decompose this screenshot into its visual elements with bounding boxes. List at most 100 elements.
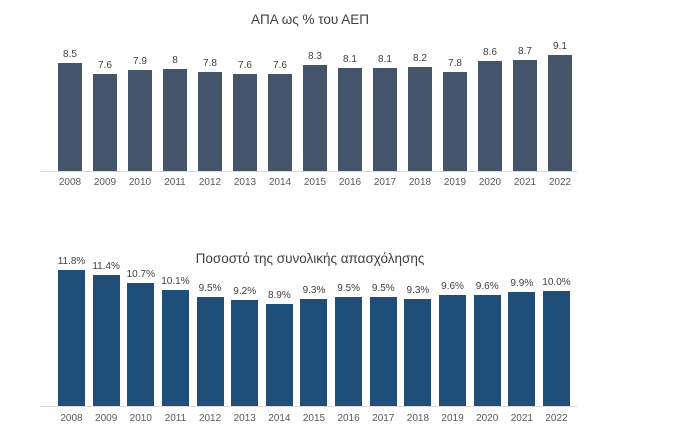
bars-row: 8.5 7.6 7.9 8 7.8 7.6 7.6 8.3 8.1 8.1 8.2 7.8 8.6 8.7…: [58, 41, 572, 171]
bar-value-label: 9.6%: [475, 281, 499, 293]
bar-value-label: 8.7: [518, 46, 532, 58]
x-tick-label: 2018: [406, 413, 430, 424]
x-axis-ticks: 2008 2009 2010 2011 2012 2013 2014 2015 2016 2017…: [58, 413, 570, 424]
bar: [198, 71, 222, 171]
bar-column: 9.9%: [508, 269, 536, 406]
bar-value-label: 9.5%: [337, 282, 361, 294]
x-tick-label: 2013: [233, 413, 256, 424]
bar-column: 11.4%: [92, 261, 120, 406]
bar-column: 8.5: [58, 48, 82, 171]
bar-value-label: 8.9%: [267, 289, 291, 301]
x-axis-line: [40, 406, 577, 407]
bar: [265, 303, 293, 406]
bar-column: 7.6: [268, 50, 292, 171]
bar: [408, 66, 432, 171]
x-tick-label: 2008: [58, 177, 82, 188]
bar-value-label: 7.6: [273, 60, 287, 72]
bar-column: 7.9: [128, 50, 152, 171]
x-tick-label: 2017: [373, 177, 397, 188]
bar-value-label: 8.1: [343, 53, 357, 65]
bar-column: 8.6: [478, 47, 502, 171]
bar-column: 9.5%: [196, 269, 224, 406]
bars-row: 11.8% 11.4% 10.7% 10.1% 9.5% 9.2% 8.9% 9.3% 9.5%…: [58, 256, 571, 406]
bar-value-label: 8: [172, 55, 178, 67]
bar-value-label: 7.6: [238, 60, 252, 72]
bar-value-label: 9.1: [553, 41, 567, 53]
bar: [303, 65, 327, 171]
bar: [478, 61, 502, 171]
x-tick-label: 2017: [372, 413, 395, 424]
bar: [196, 296, 224, 406]
bar-value-label: 11.4%: [92, 260, 120, 272]
bar-column: 10.0%: [542, 269, 571, 406]
bar-value-label: 8.5: [63, 48, 77, 60]
bar-value-label: 7.6: [98, 60, 112, 72]
bar-column: 10.7%: [126, 268, 155, 406]
bar-value-label: 9.9%: [510, 278, 534, 290]
bar: [508, 292, 536, 406]
bar: [128, 70, 152, 171]
bar: [439, 295, 467, 406]
bar-column: 9.2%: [231, 269, 259, 406]
x-tick-label: 2014: [268, 413, 291, 424]
bar: [338, 67, 362, 171]
bar-value-label: 9.3%: [302, 284, 326, 296]
bar: [404, 298, 432, 406]
bar-column: 9.3%: [300, 269, 328, 406]
bar-column: 7.6: [233, 50, 257, 171]
bar: [127, 282, 155, 406]
x-axis-line: [40, 171, 577, 172]
bar-value-label: 9.6%: [441, 281, 464, 293]
x-tick-label: 2015: [302, 413, 326, 424]
x-tick-label: 2021: [510, 413, 533, 424]
bar-column: 9.5%: [369, 269, 397, 406]
bar-value-label: 11.8%: [57, 256, 86, 268]
x-tick-label: 2018: [408, 177, 432, 188]
x-tick-label: 2016: [338, 177, 362, 188]
chart-title: ΑΠΑ ως % του ΑΕΠ: [250, 12, 370, 27]
x-tick-label: 2012: [198, 177, 222, 188]
bar-column: 9.6%: [439, 269, 467, 406]
x-tick-label: 2022: [548, 177, 572, 188]
bar: [548, 55, 572, 171]
bar: [58, 270, 85, 406]
bar: [92, 274, 120, 406]
x-tick-label: 2022: [545, 413, 568, 424]
x-axis-ticks: 2008 2009 2010 2011 2012 2013 2014 2015 2016 2017…: [58, 177, 572, 188]
x-tick-label: 2019: [443, 177, 467, 188]
bar-value-label: 9.5%: [198, 282, 222, 294]
x-tick-label: 2020: [476, 413, 499, 424]
bar-column: 8.3: [303, 50, 327, 171]
bar-value-label: 10.7%: [126, 268, 155, 280]
bar: [161, 289, 189, 406]
bar-column: 8.1: [373, 50, 397, 171]
bar-value-label: 9.5%: [371, 282, 395, 294]
bar-column: 8.1: [338, 50, 362, 171]
bar-column: 9.1: [548, 41, 572, 171]
x-tick-label: 2010: [128, 177, 152, 188]
chart-title: Ποσοστό της συνολικής απασχόλησης: [195, 251, 425, 266]
bar-column: 7.8: [198, 50, 222, 171]
x-tick-label: 2011: [164, 177, 186, 188]
bar-value-label: 10.1%: [161, 275, 190, 287]
bar-column: 9.5%: [335, 269, 363, 406]
bar-value-label: 8.2: [413, 52, 427, 64]
x-tick-label: 2014: [268, 177, 292, 188]
bar: [233, 74, 257, 171]
bar-value-label: 8.6: [483, 47, 497, 59]
bar-value-label: 10.0%: [542, 276, 571, 288]
chart-gva-share-of-gdp: ΑΠΑ ως % του ΑΕΠ 8.5 7.6 7.9 8 7.8 7.6 7.6 8.3 8…: [0, 0, 682, 200]
bar: [93, 74, 117, 171]
bar-value-label: 9.3%: [406, 284, 430, 296]
bar-column: 7.6: [93, 50, 117, 171]
bar-column: 8.7: [513, 46, 537, 171]
bar-value-label: 8.3: [308, 51, 322, 63]
bar: [58, 62, 82, 171]
chart-employment-share: Ποσοστό της συνολικής απασχόλησης 11.8% 1…: [0, 245, 682, 443]
bar: [268, 74, 292, 171]
bar-value-label: 7.8: [448, 57, 462, 69]
bar-column: 10.1%: [161, 269, 190, 406]
bar: [373, 67, 397, 171]
bar-column: 11.8%: [58, 256, 85, 406]
